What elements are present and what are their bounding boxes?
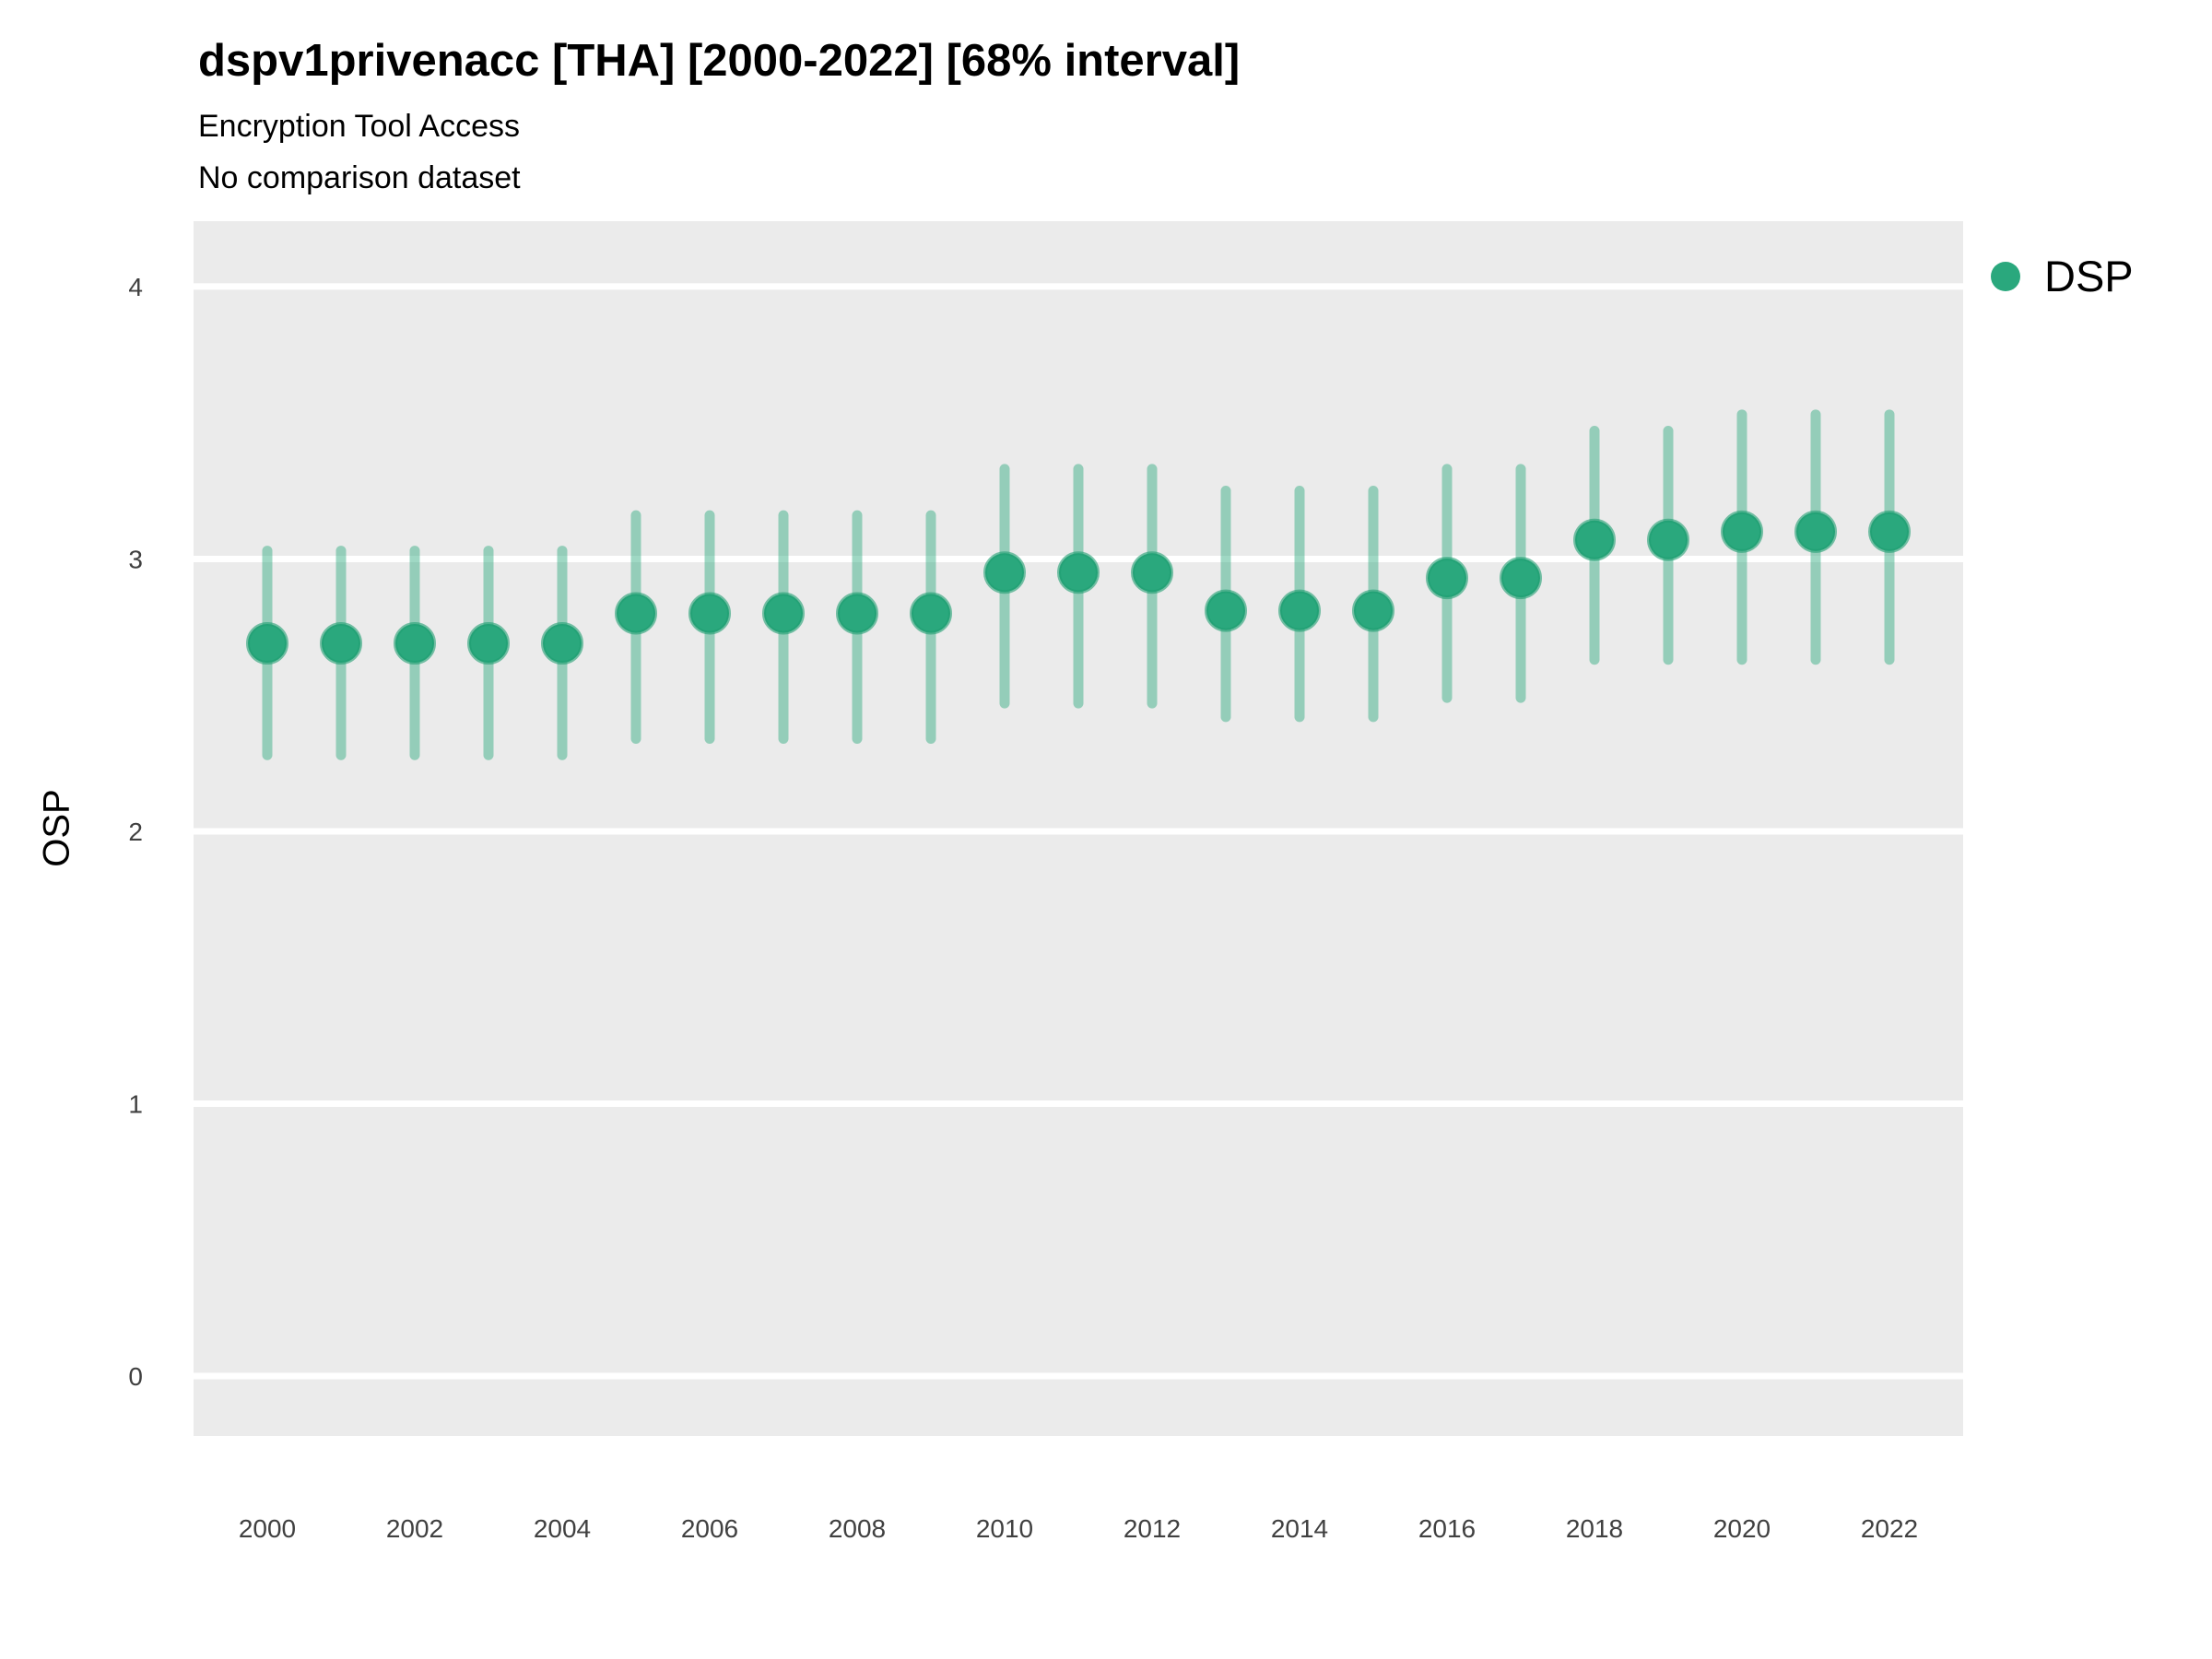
x-tick-label: 2004 [534, 1514, 591, 1543]
data-point [1573, 518, 1616, 561]
y-tick-label: 3 [128, 545, 143, 573]
data-point [688, 592, 731, 635]
data-point [1868, 510, 1911, 553]
chart-subtitle-2: No comparison dataset [198, 160, 521, 195]
y-tick-label: 1 [128, 1089, 143, 1118]
data-point [1721, 510, 1763, 553]
legend-label: DSP [2044, 252, 2134, 300]
data-point [1647, 518, 1689, 561]
data-point [467, 622, 510, 665]
y-tick-label: 4 [128, 273, 143, 301]
data-point [836, 592, 878, 635]
legend: DSP [1991, 251, 2134, 301]
data-point [983, 551, 1026, 594]
data-point [1794, 510, 1837, 553]
data-point [910, 592, 952, 635]
x-tick-label: 2016 [1418, 1514, 1476, 1543]
legend-key-dot-icon [1991, 261, 2020, 291]
data-point [615, 592, 657, 635]
data-point [1352, 589, 1394, 632]
data-point [1500, 557, 1542, 600]
data-point [394, 622, 436, 665]
x-tick-label: 2012 [1124, 1514, 1181, 1543]
x-tick-label: 2008 [829, 1514, 886, 1543]
data-point [1057, 551, 1100, 594]
x-tick-label: 2002 [386, 1514, 443, 1543]
x-tick-label: 2018 [1566, 1514, 1623, 1543]
data-point [1426, 557, 1468, 600]
chart-title: dspv1privenacc [THA] [2000-2022] [68% in… [198, 36, 1241, 86]
x-tick-label: 2022 [1861, 1514, 1918, 1543]
x-tick-label: 2010 [976, 1514, 1033, 1543]
y-tick-label: 0 [128, 1362, 143, 1391]
data-point [1131, 551, 1173, 594]
x-tick-label: 2000 [239, 1514, 296, 1543]
data-point [1205, 589, 1247, 632]
data-point [1278, 589, 1321, 632]
x-tick-label: 2020 [1713, 1514, 1771, 1543]
data-point [246, 622, 288, 665]
x-tick-label: 2006 [681, 1514, 738, 1543]
chart-subtitle: Encryption Tool Access [198, 109, 520, 144]
data-point [541, 622, 583, 665]
data-point [762, 592, 805, 635]
y-tick-label: 2 [128, 818, 143, 846]
data-point [320, 622, 362, 665]
x-tick-label: 2014 [1271, 1514, 1328, 1543]
